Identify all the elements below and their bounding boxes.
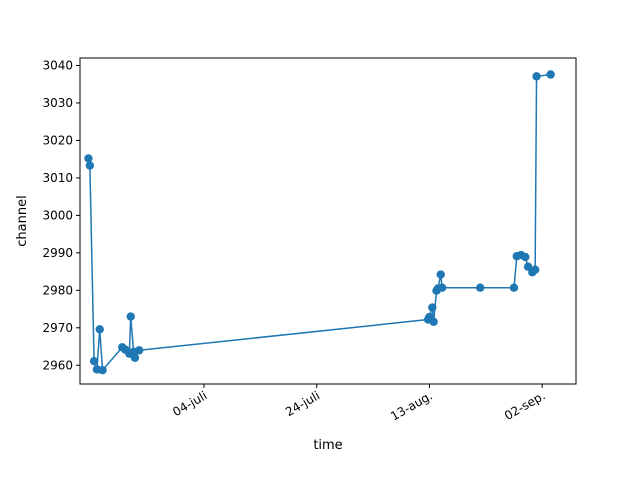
y-tick-label: 2990	[42, 246, 73, 260]
data-point	[89, 356, 99, 366]
plot-area	[84, 70, 555, 375]
data-point	[530, 265, 540, 274]
data-point	[134, 346, 144, 355]
data-point	[130, 353, 140, 362]
data-point	[546, 70, 555, 79]
data-point	[85, 161, 95, 170]
data-point	[532, 72, 541, 81]
axes-frame	[79, 57, 577, 385]
y-tick-label: 3000	[42, 208, 73, 222]
data-point	[429, 317, 438, 326]
data-point	[428, 303, 437, 312]
y-tick-label: 3020	[42, 133, 73, 147]
data-point	[521, 252, 530, 262]
y-tick-label: 2970	[42, 321, 73, 335]
data-point	[126, 312, 135, 321]
y-tick-label: 2960	[42, 358, 73, 372]
x-axis-label: time	[313, 438, 342, 453]
data-point	[437, 283, 447, 292]
y-axis: 2960 2970 2980 2990 3000 3010 3020 3030 3040	[42, 58, 80, 372]
data-point	[509, 283, 519, 292]
data-point	[475, 283, 485, 292]
y-tick-label: 3030	[42, 96, 73, 110]
y-tick-label: 3040	[42, 58, 73, 72]
y-tick-label: 3010	[42, 171, 73, 185]
y-tick-label: 2980	[42, 283, 73, 297]
data-point	[436, 270, 445, 279]
y-axis-label: channel	[15, 195, 30, 246]
data-point	[95, 325, 104, 334]
data-point	[98, 365, 107, 375]
data-point	[84, 154, 93, 163]
